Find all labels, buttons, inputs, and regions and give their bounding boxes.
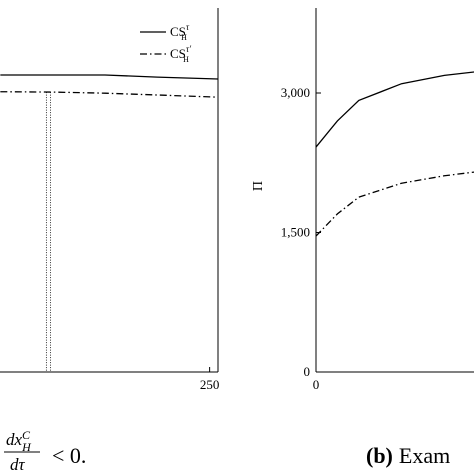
legend-superscript: τ′ — [186, 44, 192, 54]
left-caption: dxC H dτ < 0. — [4, 428, 86, 474]
series-line — [0, 74, 219, 80]
legend-subscript: H — [183, 55, 189, 64]
legend-label: CSτ′ H — [170, 44, 192, 64]
legend-subscript: H — [181, 33, 187, 42]
legend-name: CS — [170, 24, 186, 39]
caption-denominator: dτ — [10, 455, 26, 474]
y-axis-label: Π — [251, 181, 266, 191]
series-line — [315, 71, 474, 148]
x-tick-label: 0 — [313, 377, 320, 392]
caption-rest: < 0. — [52, 443, 86, 468]
series-line — [315, 171, 474, 237]
caption-numerator: dxC H — [6, 428, 32, 454]
caption-b: (b) Exam — [366, 443, 450, 468]
y-tick-label: 0 — [304, 364, 311, 379]
legend-label: CSτ H — [170, 22, 190, 42]
y-tick-label: 1,500 — [281, 225, 310, 240]
legend-superscript: τ — [186, 22, 190, 32]
y-tick-label: 3,000 — [281, 85, 310, 100]
legend-name: CS — [170, 46, 186, 61]
series-line — [0, 91, 219, 98]
x-tick-label: 250 — [200, 377, 220, 392]
